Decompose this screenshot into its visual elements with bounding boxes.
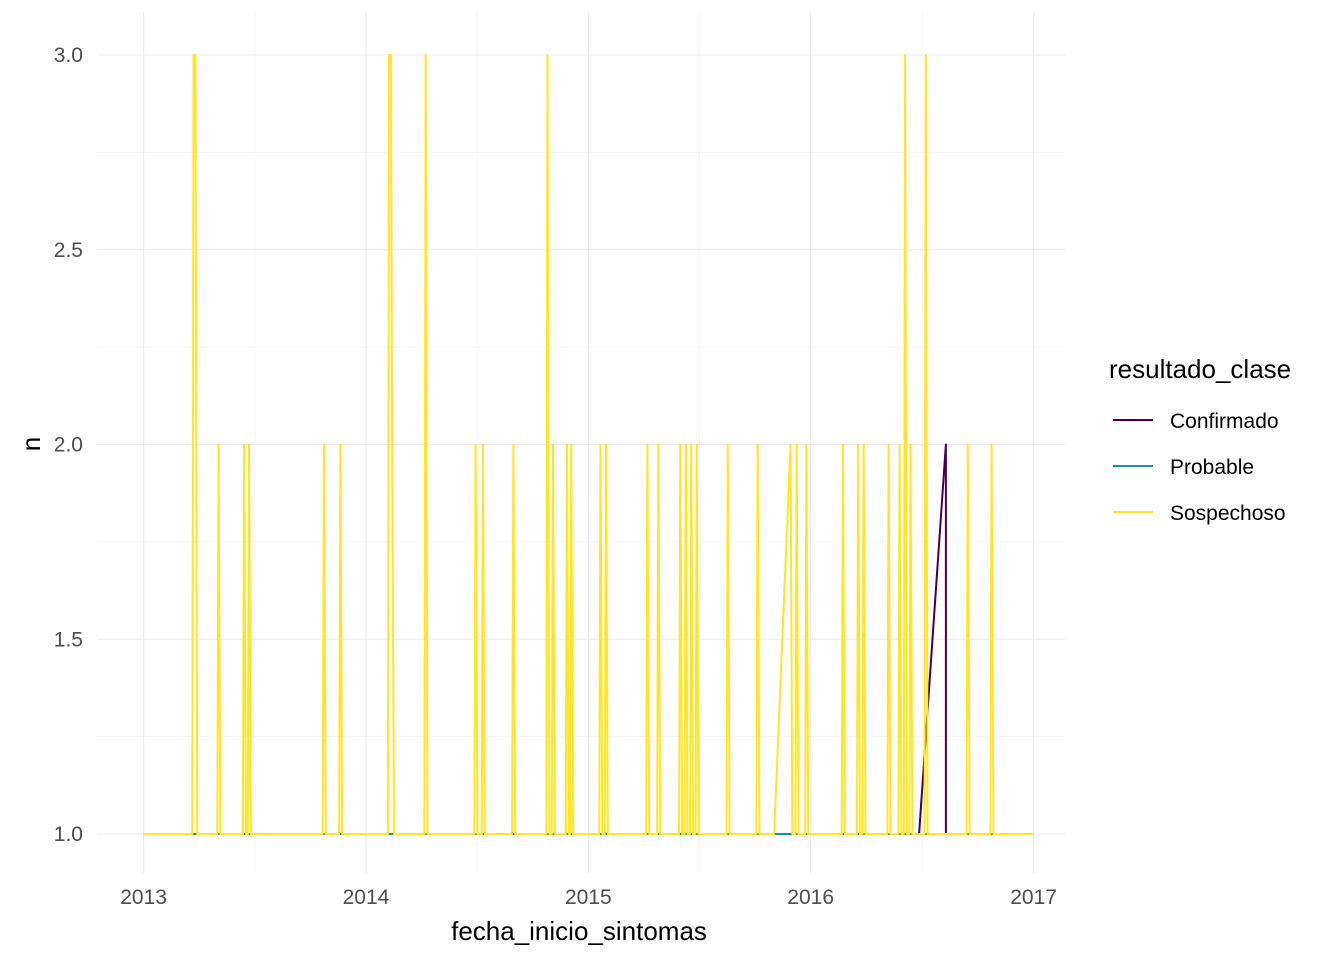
- y-tick-label: 1.5: [54, 628, 83, 651]
- y-tick-label: 3.0: [54, 44, 83, 67]
- y-tick-label: 2.0: [54, 434, 83, 457]
- legend-items: Confirmado Probable Sospechoso: [1113, 410, 1286, 525]
- x-tick-label: 2017: [1010, 886, 1057, 909]
- legend-label-confirmado: Confirmado: [1170, 410, 1279, 433]
- series-lines: [143, 54, 1033, 835]
- legend-label-sospechoso: Sospechoso: [1170, 502, 1286, 525]
- x-tick-label: 2014: [343, 886, 390, 909]
- x-tick-label: 2013: [120, 886, 167, 909]
- legend-title: resultado_clase: [1109, 354, 1291, 384]
- minor-gridlines: [97, 12, 1065, 873]
- legend: resultado_clase Confirmado Probable Sospec…: [1109, 354, 1291, 525]
- x-tick-label: 2015: [565, 886, 612, 909]
- y-tick-label: 2.5: [54, 239, 83, 262]
- legend-label-probable: Probable: [1170, 456, 1254, 479]
- y-tick-label: 1.0: [54, 823, 83, 846]
- y-axis-tick-labels: 1.0 1.5 2.0 2.5 3.0: [54, 44, 83, 846]
- series-line-sospechoso: [143, 54, 1033, 835]
- y-axis-title: n: [16, 437, 46, 451]
- x-tick-label: 2016: [787, 886, 834, 909]
- x-axis-tick-labels: 2013 2014 2015 2016 2017: [120, 886, 1057, 909]
- x-axis-title: fecha_inicio_sintomas: [451, 916, 707, 946]
